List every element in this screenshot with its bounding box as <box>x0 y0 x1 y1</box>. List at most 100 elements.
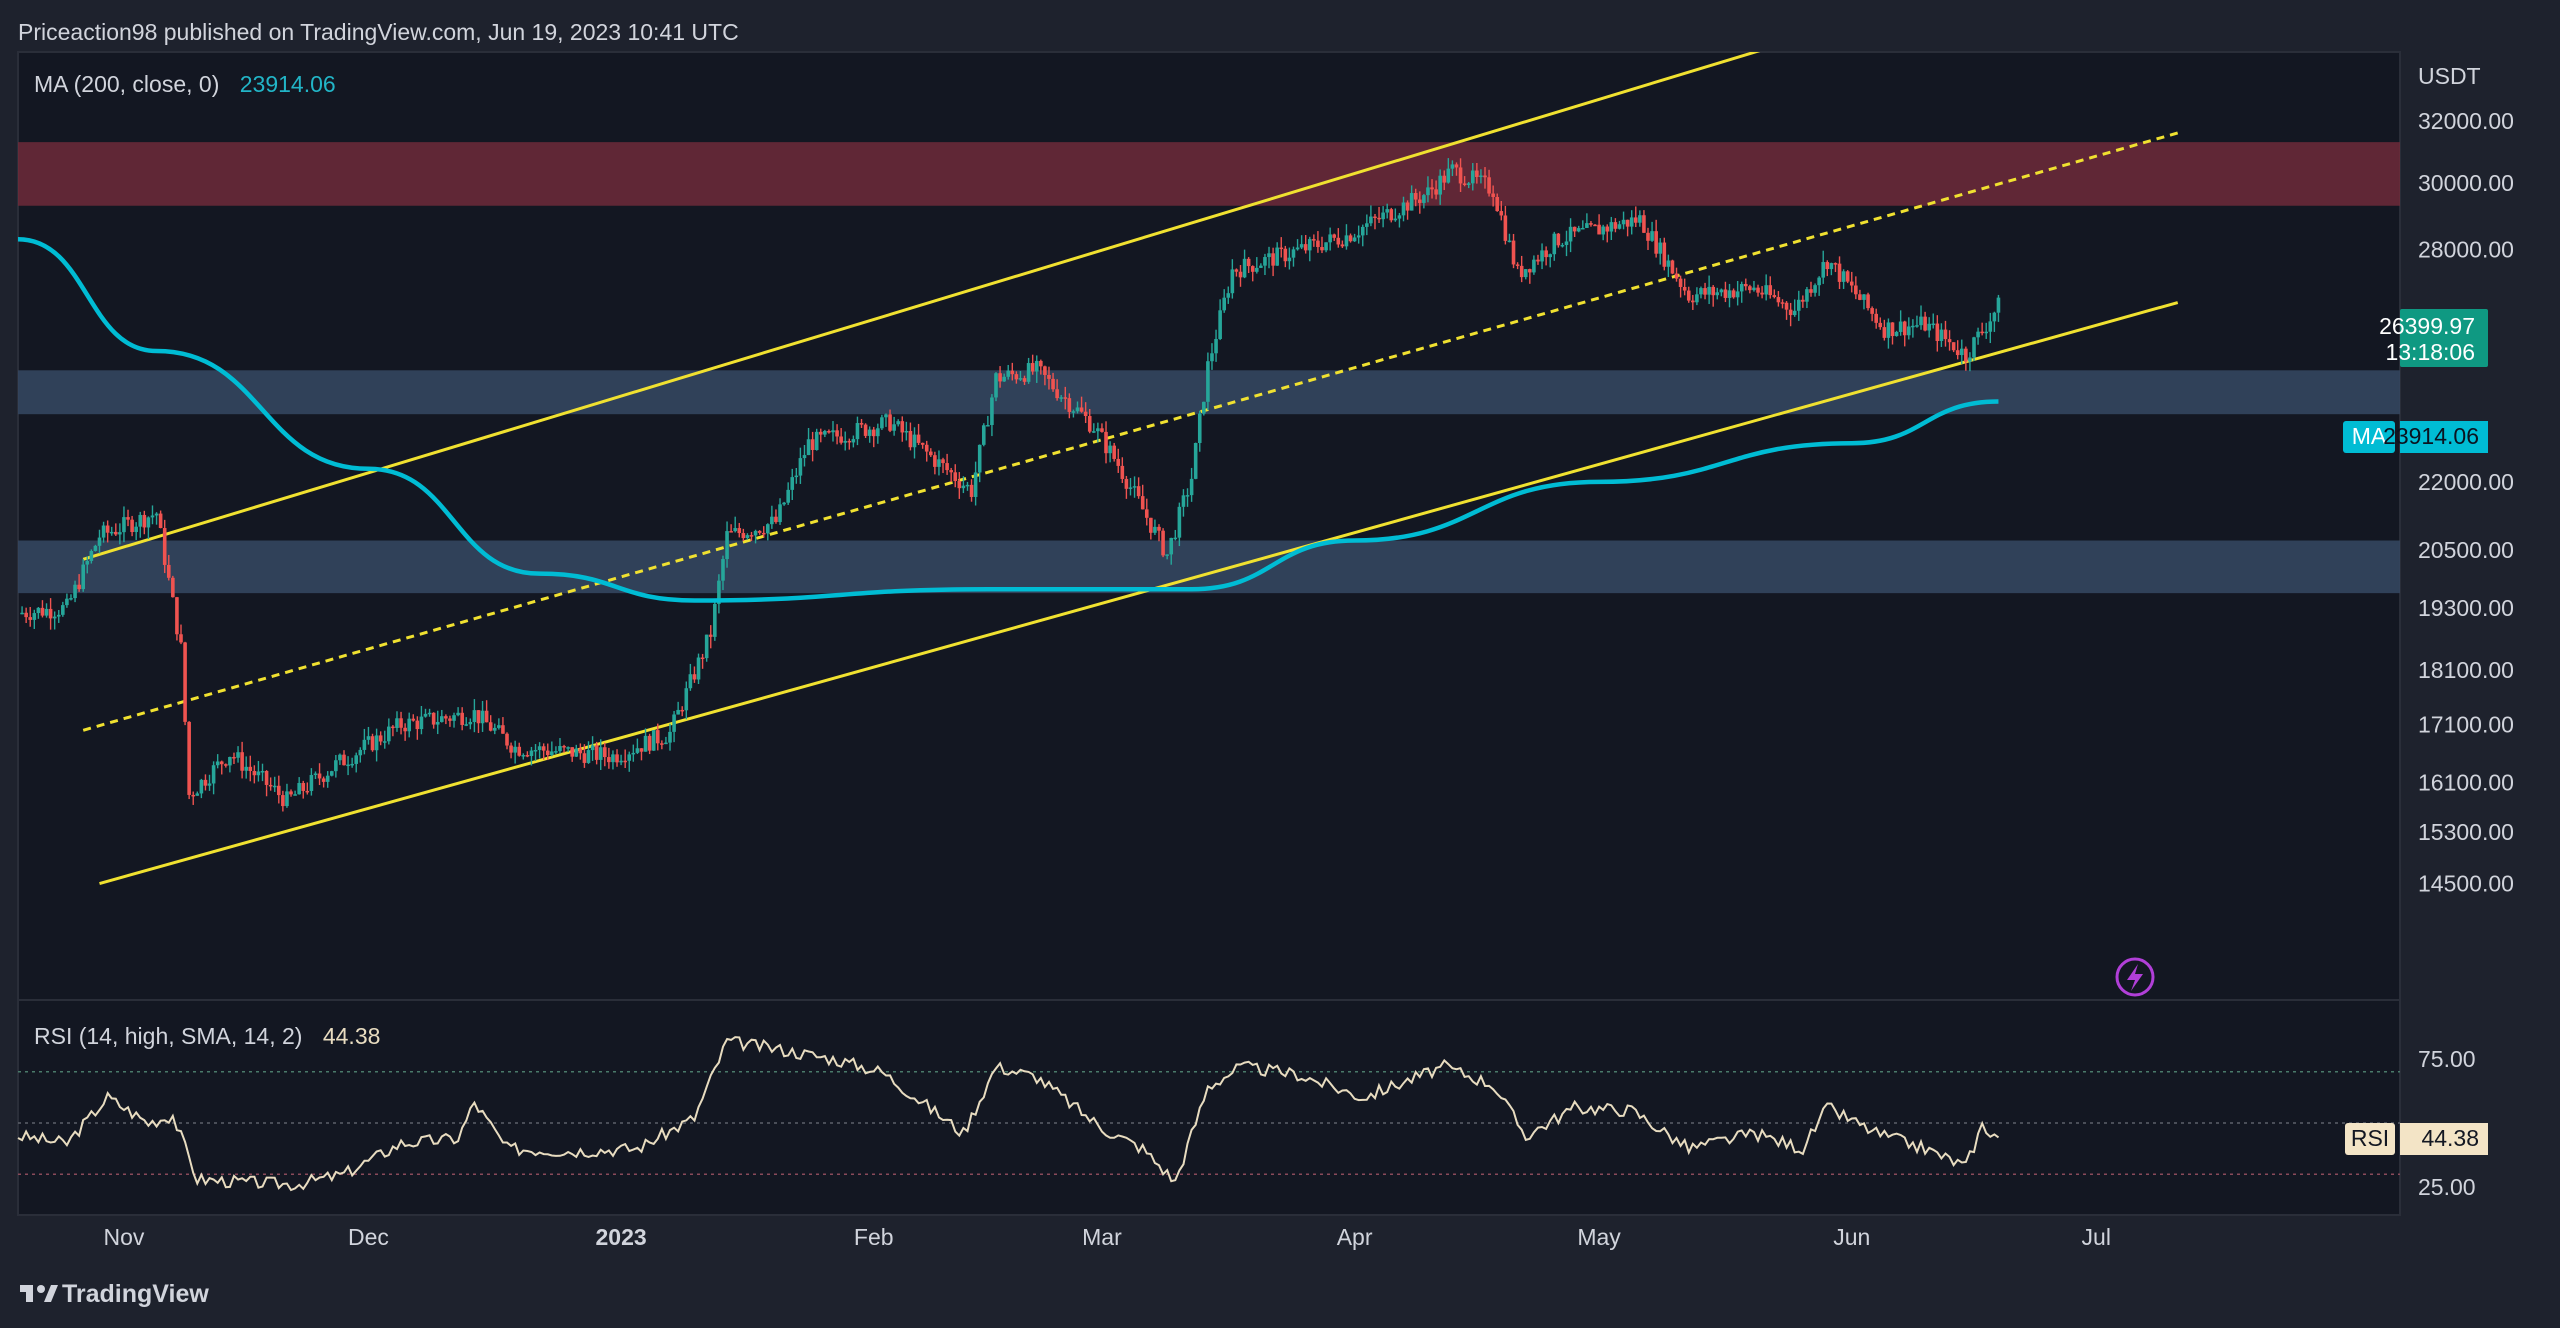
candle-body <box>61 605 65 615</box>
ma-price-tag: MA 23914.06 <box>2343 421 2488 453</box>
candle-body <box>1307 239 1312 251</box>
candle-body <box>1124 478 1129 489</box>
candle-body <box>1919 316 1923 326</box>
candle-body <box>191 794 196 797</box>
candle-body <box>1727 290 1732 298</box>
candle-body <box>1075 407 1080 412</box>
candle-body <box>1454 164 1459 168</box>
candle-body <box>1593 224 1597 227</box>
candle-body <box>407 718 411 732</box>
candle-body <box>199 779 204 794</box>
rsi-tick-label: 75.00 <box>2418 1046 2476 1072</box>
candle-body <box>1483 175 1487 178</box>
candle-body <box>1568 226 1573 242</box>
candle-body <box>1006 370 1011 377</box>
candle-body <box>916 434 921 443</box>
candle-body <box>1902 321 1907 336</box>
candle-body <box>757 530 762 533</box>
candle-body <box>1381 212 1385 220</box>
candle-body <box>24 612 28 618</box>
candle-body <box>847 440 852 443</box>
candle-body <box>835 430 839 437</box>
candle-body <box>904 430 909 433</box>
candle-body <box>1422 195 1426 203</box>
candle-body <box>146 517 151 528</box>
candle-body <box>232 756 236 759</box>
rsi-legend: RSI (14, high, SMA, 14, 2) 44.38 <box>34 1023 380 1049</box>
candle-body <box>1030 363 1035 372</box>
candle-body <box>1601 226 1605 235</box>
candle-body <box>594 745 599 760</box>
candle-body <box>578 748 583 754</box>
candle-body <box>154 513 159 516</box>
price-tick-label: 28000.00 <box>2418 236 2514 262</box>
lightning-icon[interactable] <box>2115 957 2155 997</box>
candle-body <box>1597 224 1601 235</box>
time-label: Dec <box>348 1224 389 1250</box>
price-tick-label: 18100.00 <box>2418 657 2514 683</box>
candle-body <box>1189 478 1194 496</box>
candle-body <box>1275 247 1279 266</box>
candle-body <box>1544 250 1548 258</box>
candle-body <box>525 755 530 757</box>
channel-line-solid-0 <box>82 52 1761 561</box>
candle-body <box>1894 331 1899 337</box>
candle-body <box>505 733 509 746</box>
candle-body <box>81 564 85 590</box>
candle-body <box>1055 389 1059 399</box>
candle-body <box>387 726 391 742</box>
candle-body <box>1499 211 1504 216</box>
candle-body <box>550 751 554 756</box>
candle-body <box>362 739 367 750</box>
price-pane[interactable] <box>18 52 2400 1000</box>
rsi-pane[interactable] <box>18 1000 2400 1215</box>
candle-body <box>1413 193 1418 200</box>
candle-body <box>863 424 868 436</box>
rsi-axis[interactable]: 75.00 25.00 <box>2418 1046 2476 1200</box>
candle-body <box>843 440 848 443</box>
candle-body <box>1083 411 1088 417</box>
candle-body <box>1813 285 1817 293</box>
candle-body <box>700 657 705 660</box>
channel-line-solid-2 <box>99 301 2179 885</box>
candle-body <box>1943 329 1948 340</box>
candle-body <box>1116 458 1121 466</box>
candle-body <box>1263 257 1267 266</box>
candle-body <box>138 514 143 527</box>
candle-body <box>1519 265 1524 278</box>
candle-body <box>929 451 933 456</box>
candle-body <box>350 763 354 766</box>
candle-body <box>1059 397 1063 399</box>
candle-body <box>435 721 440 725</box>
candle-body <box>36 607 41 614</box>
candle-body <box>260 771 265 773</box>
candle-body <box>305 790 310 793</box>
candle-body <box>1585 223 1589 228</box>
ma-tag-value-bg <box>2400 421 2488 453</box>
candle-body <box>1621 219 1626 225</box>
candle-body <box>1825 262 1830 270</box>
candle-body <box>1532 259 1536 273</box>
candle-body <box>142 514 147 528</box>
candle-body <box>484 710 489 723</box>
candle-body <box>1911 325 1915 328</box>
time-axis[interactable]: Nov Dec 2023 Feb Mar Apr May Jun Jul <box>103 1224 2110 1250</box>
last-price-tag: 26399.97 13:18:06 <box>2379 309 2488 367</box>
support-zone-2 <box>18 540 2400 594</box>
candle-body <box>52 616 57 619</box>
price-tick-label: 22000.00 <box>2418 469 2514 495</box>
candle-body <box>1984 331 1989 334</box>
rsi-tag-label: RSI <box>2351 1125 2389 1151</box>
candle-body <box>272 785 277 788</box>
candle-body <box>859 423 864 425</box>
candle-body <box>301 783 306 791</box>
candle-body <box>183 642 187 722</box>
candle-body <box>488 722 493 731</box>
price-axis[interactable]: 32000.00 30000.00 28000.00 22000.00 20500.00… <box>2418 108 2514 897</box>
candle-body <box>521 755 526 757</box>
candle-body <box>1018 378 1023 380</box>
candle-body <box>1202 401 1206 414</box>
ma-legend-value: 23914.06 <box>240 71 336 97</box>
candle-body <box>770 516 774 525</box>
candle-body <box>880 417 884 429</box>
